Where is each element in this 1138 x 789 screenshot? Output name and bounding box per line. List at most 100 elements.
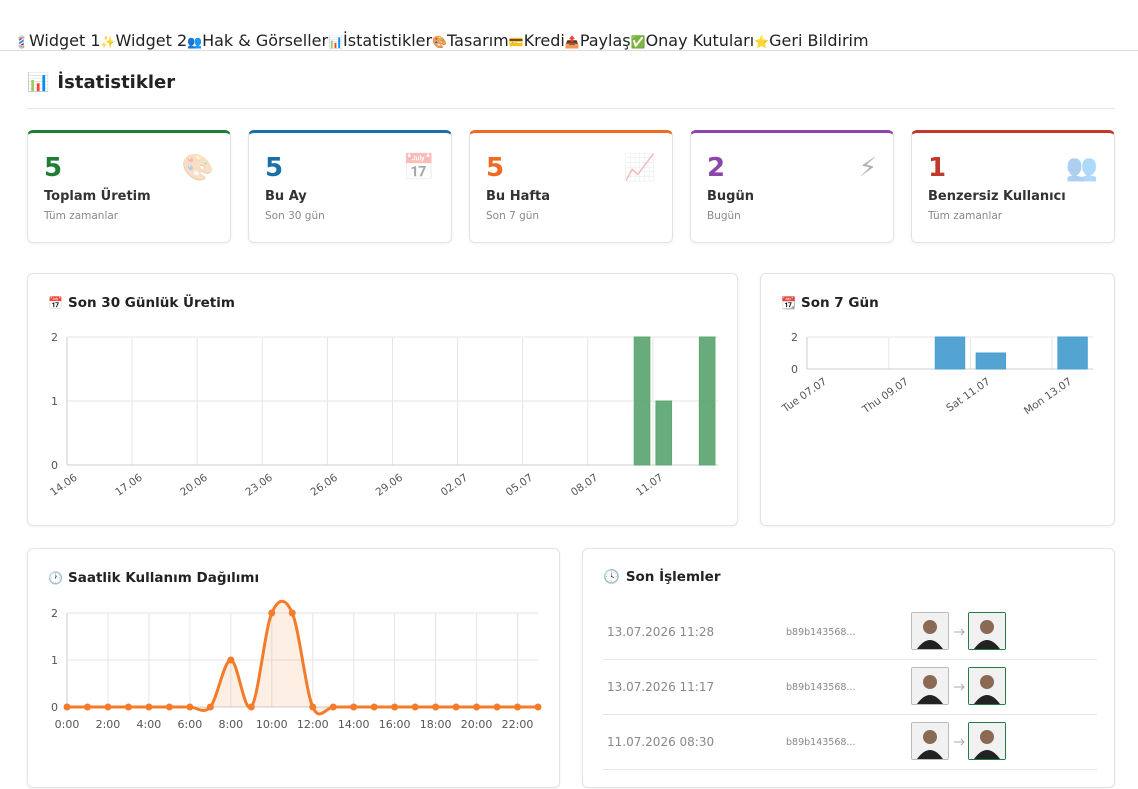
stat-card: 5 Bu Hafta Son 7 gün 📈 (469, 130, 673, 243)
tab-icon: 👥 (187, 35, 203, 49)
point (83, 703, 91, 711)
x-tick-label: Thu 09.07 (860, 376, 911, 417)
tab-icon: ⭐ (754, 35, 770, 49)
arrow (954, 738, 965, 746)
x-tick-label: 2:00 (96, 718, 121, 731)
stat-sub: Son 30 gün (265, 210, 325, 222)
recent-date: 13.07.2026 11:17 (607, 680, 715, 694)
arrow-path (954, 738, 965, 746)
tab[interactable]: 💳Kredi (509, 31, 565, 50)
thumbnail-image (969, 613, 1005, 649)
thumb-body (917, 640, 943, 649)
thumb-head (980, 675, 994, 689)
thumb-body (917, 695, 943, 704)
x-tick-label: 22:00 (502, 718, 534, 731)
tab[interactable]: ✅Onay Kutuları (631, 31, 755, 50)
point (370, 703, 378, 711)
thumbnail-image (969, 668, 1005, 704)
bar (975, 352, 1007, 370)
tab-icon: 🎨 (432, 35, 448, 49)
thumbnail-image (912, 723, 948, 759)
tab-icon: ✅ (630, 35, 646, 49)
tab[interactable]: 📤Paylaş (565, 31, 631, 50)
thumb-head (980, 730, 994, 744)
tab-label: Geri Bildirim (769, 31, 869, 50)
tab[interactable]: 👥Hak & Görseller (187, 31, 328, 50)
tab[interactable]: 📊İstatistikler (328, 31, 432, 50)
point (288, 609, 296, 617)
x-tick-label: 18:00 (420, 718, 452, 731)
chart-icon: 📆 (781, 296, 796, 310)
chart: 📆 Son 7 Gün 0 2 Tue 07.07 Thu 09.07 Sat 11.07 M… (779, 295, 1093, 417)
point (411, 703, 419, 711)
tab[interactable]: ✨Widget 2 (101, 31, 188, 50)
x-tick-label: 11.07 (634, 472, 666, 499)
stat-label: Bu Ay (265, 189, 307, 204)
arrow (954, 628, 965, 636)
point (247, 703, 255, 711)
tab[interactable]: 🎨Tasarım (432, 31, 509, 50)
tab[interactable]: 💈Widget 1 (14, 31, 101, 50)
x-tick-label: 14:00 (338, 718, 370, 731)
tab[interactable]: ⭐Geri Bildirim (754, 31, 868, 50)
thumb-head (923, 730, 937, 744)
thumb-body (974, 695, 1000, 704)
chart-title: Son 30 Günlük Üretim (68, 293, 235, 311)
y-tick-label: 1 (51, 395, 58, 408)
thumbnail[interactable] (911, 667, 949, 705)
x-tick-label: Tue 07.07 (779, 376, 829, 416)
bar (698, 336, 716, 466)
bar (934, 336, 966, 370)
thumbnail[interactable] (968, 722, 1006, 760)
stat-sub: Son 7 gün (486, 210, 540, 222)
tab-icon: 📊 (328, 35, 344, 49)
tab-icon: ✨ (100, 35, 116, 49)
tab-label: Tasarım (447, 31, 509, 50)
stat-icon: 📅 (402, 153, 435, 183)
y-tick-label: 0 (51, 459, 58, 472)
point (432, 703, 440, 711)
x-tick-label: 14.06 (48, 471, 80, 498)
tab-icon: 💳 (508, 35, 524, 49)
y-tick-label: 2 (791, 331, 798, 344)
point (350, 703, 358, 711)
point (227, 656, 235, 664)
point (186, 703, 194, 711)
stat-icon: 📈 (623, 153, 656, 183)
point (391, 703, 399, 711)
stat-icon: 🎨 (181, 153, 214, 183)
point (452, 703, 460, 711)
recent-panel: 🕓 Son İşlemler 13.07.2026 11:28 b89b14356… (582, 548, 1115, 788)
tab-icon: 📤 (564, 35, 580, 49)
tab-label: Widget 1 (28, 31, 101, 50)
chart: 📅 Son 30 Günlük Üretim 0 1 2 14.06 17.06 20.06 2… (48, 293, 718, 499)
point (534, 703, 542, 711)
thumbnail[interactable] (968, 667, 1006, 705)
x-tick-label: 20.06 (178, 471, 210, 498)
recent-date: 13.07.2026 11:28 (607, 625, 715, 639)
point (165, 703, 173, 711)
x-tick-label: 8:00 (218, 718, 243, 731)
thumbnail[interactable] (968, 612, 1006, 650)
point (493, 703, 501, 711)
page: 💈Widget 1 ✨Widget 2 👥Hak & Görseller 📊İstat… (0, 31, 1138, 788)
thumbnail[interactable] (911, 612, 949, 650)
recent-title: 🕓 Son İşlemler (603, 569, 720, 585)
stat-sub: Tüm zamanlar (44, 210, 119, 222)
stat-label: Toplam Üretim (44, 189, 151, 204)
bar (655, 400, 673, 466)
thumb-head (923, 620, 937, 634)
thumbnail[interactable] (911, 722, 949, 760)
tab-label: Kredi (523, 31, 565, 50)
point (268, 609, 276, 617)
x-tick-label: 26.06 (308, 471, 340, 498)
recent-row: 13.07.2026 11:17 b89b143568... (603, 660, 1097, 715)
stat-label: Bugün (707, 189, 754, 204)
tab-label: Widget 2 (115, 31, 188, 50)
area (67, 601, 538, 714)
stat-icon: 👥 (1065, 153, 1098, 183)
thumbnail-image (912, 613, 948, 649)
chart-title: Saatlik Kullanım Dağılımı (68, 570, 259, 586)
stat-label: Benzersiz Kullanıcı (928, 189, 1066, 204)
